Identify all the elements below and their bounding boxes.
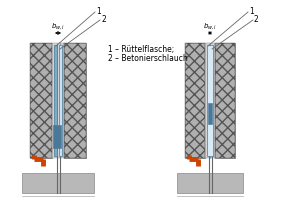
Bar: [177, 173, 243, 193]
Bar: [207, 45, 212, 156]
Bar: [64, 43, 86, 158]
Bar: [30, 43, 52, 158]
Bar: [215, 43, 235, 158]
Bar: [30, 43, 52, 158]
Text: 1 – Rüttelflasche;: 1 – Rüttelflasche;: [108, 45, 174, 54]
Text: 2 – Betonierschlauch: 2 – Betonierschlauch: [108, 54, 188, 63]
Bar: [185, 43, 205, 158]
Text: $b_{w,i}$: $b_{w,i}$: [51, 21, 65, 31]
Text: $b_{w,i}$: $b_{w,i}$: [203, 21, 217, 31]
Text: 2: 2: [101, 16, 106, 24]
Text: 1: 1: [249, 7, 254, 17]
Bar: [22, 173, 94, 193]
Bar: [185, 43, 205, 158]
Bar: [58, 45, 61, 156]
Bar: [208, 103, 212, 123]
Bar: [53, 45, 56, 156]
Bar: [64, 43, 86, 158]
Bar: [215, 43, 235, 158]
Text: 1: 1: [96, 7, 101, 17]
Bar: [53, 125, 61, 148]
Text: 2: 2: [254, 16, 259, 24]
Bar: [205, 43, 215, 158]
Bar: [52, 43, 64, 158]
